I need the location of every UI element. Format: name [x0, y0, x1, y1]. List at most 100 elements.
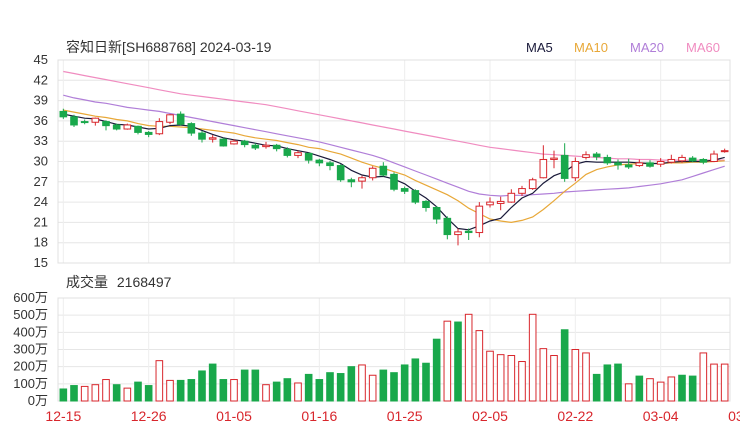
volume-bar — [432, 338, 441, 402]
price-tick-label: 15 — [34, 255, 48, 270]
price-tick-label: 42 — [34, 72, 48, 87]
date-tick-label: 01-16 — [301, 408, 337, 424]
candle — [230, 139, 238, 145]
volume-bar — [390, 372, 398, 402]
volume-bar — [667, 376, 676, 402]
volume-bar — [304, 373, 313, 402]
date-tick-label: 01-05 — [216, 408, 252, 424]
candle — [720, 148, 729, 153]
candle-body — [208, 137, 217, 140]
candle — [326, 160, 334, 171]
volume-bar — [592, 373, 601, 402]
candle — [528, 177, 537, 190]
volume-bar — [315, 379, 324, 402]
volume-bar — [294, 382, 302, 402]
legend-ma60: MA60 — [686, 40, 720, 55]
candle-body — [80, 121, 89, 124]
candle — [80, 119, 89, 125]
ma20-line — [63, 94, 725, 197]
candle-body — [667, 158, 676, 163]
candle — [411, 189, 420, 205]
volume-bar — [166, 379, 174, 402]
candle — [390, 172, 398, 192]
candle — [358, 175, 366, 189]
candle-body — [411, 190, 420, 203]
volume-bar — [571, 349, 580, 402]
candle-body — [294, 152, 302, 156]
volume-bar — [550, 355, 558, 402]
volume-y-axis: 600万 500万 400万 300万 200万 100万 0万 — [13, 290, 48, 408]
candle-body — [251, 144, 260, 149]
volume-tick-label: 400万 — [13, 324, 48, 339]
volume-bar — [464, 313, 473, 402]
volume-bar — [80, 385, 89, 402]
candle-body — [635, 162, 644, 167]
candle — [59, 108, 68, 119]
candle — [294, 150, 302, 159]
volume-bar — [635, 375, 644, 402]
candle-body — [123, 124, 132, 130]
volume-tick-label: 600万 — [13, 290, 48, 305]
candle-body — [336, 165, 345, 181]
volume-bar — [496, 354, 505, 402]
candle-body — [603, 156, 612, 164]
candle — [603, 154, 612, 165]
candle-body — [283, 148, 292, 156]
candle — [123, 123, 132, 130]
candle — [464, 228, 473, 240]
candle — [240, 139, 249, 148]
volume-bar — [134, 381, 142, 402]
candle-body — [198, 132, 206, 140]
candle-body — [710, 153, 718, 163]
candle-body — [699, 158, 708, 163]
candle-body — [240, 140, 249, 146]
volume-bar — [656, 381, 665, 402]
candle — [454, 228, 462, 246]
volume-label: 成交量 2168497 — [66, 274, 172, 290]
candle-body — [379, 165, 388, 176]
volume-bar — [272, 381, 281, 402]
candle-body — [304, 152, 313, 161]
price-tick-label: 21 — [34, 214, 48, 229]
candle-body — [91, 117, 100, 123]
volume-bar — [262, 384, 270, 402]
volume-bar — [646, 378, 654, 402]
volume-bar — [518, 361, 526, 402]
candle-body — [688, 157, 697, 162]
volume-bar — [454, 321, 462, 402]
candle-body — [400, 188, 409, 192]
candle — [560, 143, 569, 182]
volume-bar — [624, 383, 633, 402]
candle — [262, 141, 270, 149]
date-tick-label: 02-05 — [472, 408, 508, 424]
price-tick-label: 27 — [34, 174, 48, 189]
volume-bar — [614, 363, 622, 402]
volume-bar — [688, 375, 697, 402]
candle-body — [368, 167, 377, 179]
volume-value: 2168497 — [117, 274, 172, 290]
candle-body — [475, 205, 484, 234]
candle — [443, 216, 452, 240]
volume-bar — [219, 379, 228, 402]
candle-body — [678, 156, 686, 162]
volume-bar — [336, 373, 345, 402]
candle — [592, 152, 601, 161]
price-tick-label: 39 — [34, 93, 48, 108]
candle-body — [59, 110, 68, 118]
volume-bar — [603, 364, 612, 402]
date-x-axis: 12-15 12-26 01-05 01-16 01-25 02-05 02-22 03-04… — [45, 408, 740, 424]
price-tick-label: 24 — [34, 194, 48, 209]
candle-body — [486, 201, 494, 206]
candle-body — [507, 192, 516, 203]
volume-bar — [102, 379, 110, 402]
candle — [304, 152, 313, 164]
candle-body — [422, 200, 430, 209]
volume-bar — [176, 379, 185, 402]
candle — [283, 147, 292, 158]
candle — [176, 111, 185, 126]
candle — [614, 159, 622, 170]
candle — [667, 154, 676, 164]
candle-body — [496, 200, 505, 204]
candle — [91, 117, 100, 126]
